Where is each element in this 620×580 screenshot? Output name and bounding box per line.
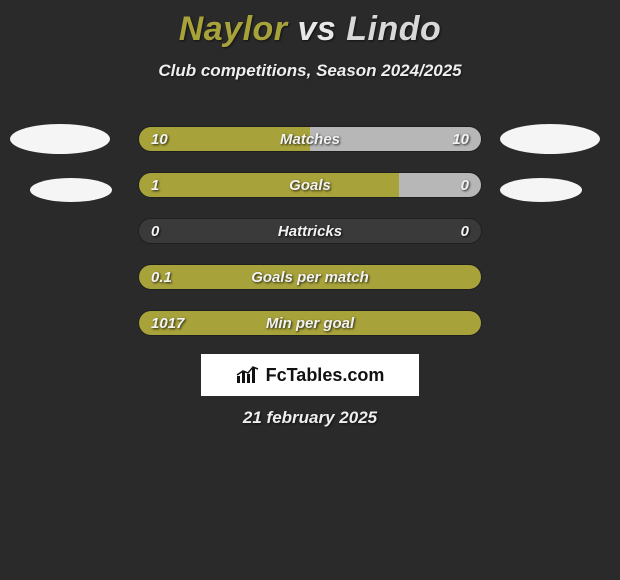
stat-label: Min per goal — [266, 311, 354, 336]
stat-row: 1017 Min per goal — [138, 310, 482, 336]
stat-right-value: 0 — [461, 219, 469, 244]
brand-text: FcTables.com — [266, 365, 385, 386]
player2-avatar-icon — [500, 124, 600, 154]
stat-right-value: 10 — [452, 127, 469, 152]
stat-label: Matches — [280, 127, 340, 152]
stat-left-value: 1017 — [151, 311, 184, 336]
snapshot-date: 21 february 2025 — [243, 408, 377, 428]
stat-label: Goals per match — [251, 265, 369, 290]
stat-row: 10 10 Matches — [138, 126, 482, 152]
stat-row: 1 0 Goals — [138, 172, 482, 198]
stat-label: Hattricks — [278, 219, 342, 244]
player1-bar-segment — [139, 173, 399, 197]
brand-badge: FcTables.com — [201, 354, 419, 396]
stat-left-value: 0.1 — [151, 265, 172, 290]
vs-separator: vs — [297, 10, 336, 48]
stat-left-value: 10 — [151, 127, 168, 152]
stat-left-value: 1 — [151, 173, 159, 198]
subtitle: Club competitions, Season 2024/2025 — [0, 61, 620, 81]
brand-chart-icon — [236, 366, 260, 384]
stat-left-value: 0 — [151, 219, 159, 244]
comparison-title: Naylor vs Lindo — [0, 0, 620, 49]
player1-avatar-small-icon — [30, 178, 112, 202]
player1-avatar-icon — [10, 124, 110, 154]
stat-row: 0.1 Goals per match — [138, 264, 482, 290]
stat-right-value: 0 — [461, 173, 469, 198]
stats-bars: 1010Matches10Goals00Hattricks0.1Goals pe… — [138, 126, 482, 356]
player2-name: Lindo — [346, 10, 441, 48]
player2-avatar-small-icon — [500, 178, 582, 202]
stat-row: 0 0 Hattricks — [138, 218, 482, 244]
stat-label: Goals — [289, 173, 331, 198]
player1-name: Naylor — [179, 10, 288, 48]
